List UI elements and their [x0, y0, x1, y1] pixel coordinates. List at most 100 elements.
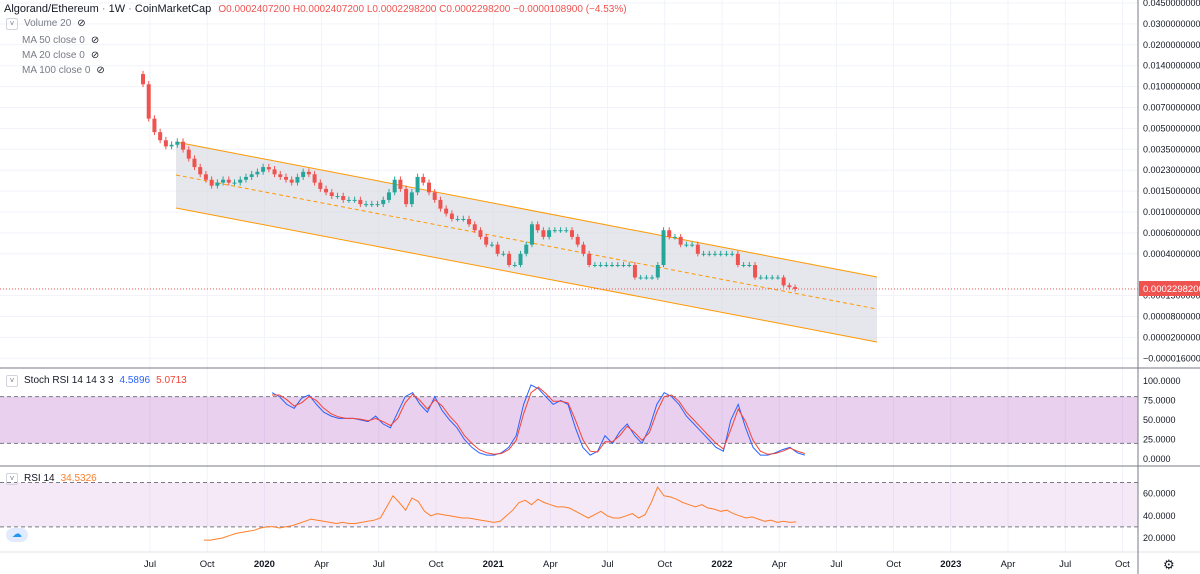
candle-body [598, 265, 603, 266]
candle-body [661, 230, 666, 265]
eye-off-icon[interactable]: ⊘ [77, 18, 86, 29]
candle-body [638, 277, 643, 279]
eye-off-icon[interactable]: ⊘ [96, 65, 105, 76]
chevron-down-icon[interactable]: ˅ [6, 375, 18, 387]
stoch-rsi-pane [0, 384, 1138, 456]
chevron-down-icon[interactable]: ˅ [6, 473, 18, 485]
stoch-y-tick: 100.0000 [1143, 376, 1181, 386]
y-tick-label: 0.0200000000 [1143, 40, 1200, 50]
candle-body [369, 204, 374, 206]
x-tick-label: 2022 [711, 559, 732, 570]
candle-body [163, 140, 168, 147]
candle-body [232, 182, 237, 184]
price-axis-ticks: 0.0450000000 0.0300000000 0.0200000000 0.01… [1143, 0, 1200, 363]
candle-body [301, 171, 306, 177]
candle-body [284, 176, 288, 180]
x-tick-label: Oct [200, 559, 215, 570]
x-tick-label: Oct [1115, 559, 1130, 570]
legend-ma20-label: MA 20 close 0 [22, 50, 85, 61]
tradingview-logo-icon[interactable]: ☁ [6, 528, 28, 542]
candle-body [615, 265, 620, 266]
source-label: CoinMarketCap [134, 3, 212, 15]
y-tick-label: 0.0000200000 [1143, 332, 1200, 342]
candle-body [564, 230, 569, 232]
candle-body [381, 199, 386, 205]
candle-body [198, 167, 203, 175]
symbol-header[interactable]: Algorand/Ethereum · 1W · CoinMarketCap O… [4, 3, 627, 15]
candle-body [272, 169, 277, 175]
candle-body [398, 179, 403, 189]
candle-body [587, 253, 592, 265]
candle-body [632, 265, 637, 278]
candle-body [547, 230, 552, 237]
y-tick-label: 0.0070000000 [1143, 103, 1200, 113]
candle-body [507, 253, 512, 265]
candle-body [558, 230, 563, 232]
candle-body [787, 285, 792, 288]
candle-body [392, 179, 397, 193]
legend-ma20[interactable]: MA 20 close 0 ⊘ [22, 48, 99, 64]
candle-body [672, 236, 677, 238]
candle-body [741, 265, 746, 266]
candle-body [415, 176, 420, 193]
candle-body [346, 199, 351, 201]
y-tick-label: 0.0004000000 [1143, 249, 1200, 259]
candle-body [364, 204, 369, 206]
legend-rsi[interactable]: ˅ RSI 14 34.5326 [6, 471, 97, 487]
candle-body [581, 244, 586, 254]
stoch-y-tick: 75.0000 [1143, 396, 1176, 406]
stoch-rsi-title: Stoch RSI 14 14 3 3 [24, 375, 114, 386]
legend-ma50[interactable]: MA 50 close 0 ⊘ [22, 33, 99, 49]
candle-body [650, 277, 655, 279]
y-tick-label: 0.0100000000 [1143, 82, 1200, 92]
candle-body [570, 230, 574, 237]
rsi-band [0, 482, 1138, 527]
candle-body [461, 219, 466, 220]
legend-volume[interactable]: ˅ Volume 20 ⊘ [6, 16, 86, 32]
candle-body [524, 244, 529, 254]
stoch-y-tick: 50.0000 [1143, 415, 1176, 425]
candle-body [432, 192, 437, 200]
candle-body [427, 182, 431, 193]
candle-body [575, 236, 580, 245]
x-tick-label: Oct [886, 559, 901, 570]
x-tick-label: Jul [1059, 559, 1071, 570]
legend-ma100[interactable]: MA 100 close 0 ⊘ [22, 63, 105, 79]
x-tick-label: Jul [830, 559, 842, 570]
candle-body [541, 230, 546, 237]
candle-body [209, 179, 214, 186]
candle-body [341, 196, 346, 200]
candle-body [775, 277, 780, 279]
gear-icon[interactable]: ⚙ [1163, 557, 1175, 572]
y-tick-label: 0.0006000000 [1143, 228, 1200, 238]
chevron-down-icon[interactable]: ˅ [6, 18, 18, 30]
candle-body [306, 171, 311, 175]
stoch-k-line [271, 384, 805, 456]
candle-body [192, 158, 197, 168]
eye-off-icon[interactable]: ⊘ [90, 50, 100, 61]
candle-body [667, 230, 672, 237]
eye-off-icon[interactable]: ⊘ [90, 35, 100, 46]
y-tick-label: 0.0023000000 [1143, 165, 1200, 175]
candle-body [146, 84, 151, 119]
stoch-y-tick: 0.0000 [1143, 454, 1171, 464]
candle-body [421, 176, 426, 183]
candle-body [255, 171, 260, 175]
candle-body [352, 199, 357, 201]
candle-body [484, 236, 489, 245]
candle-body [175, 141, 180, 145]
candle-body [449, 213, 454, 219]
candle-body [529, 224, 534, 245]
y-tick-label: 0.0050000000 [1143, 123, 1200, 133]
candle-body [152, 118, 157, 133]
candle-body [770, 277, 775, 279]
legend-ma50-label: MA 50 close 0 [22, 35, 85, 46]
last-price-badge [1139, 281, 1200, 296]
candle-body [141, 74, 145, 85]
rsi-title: RSI 14 [24, 473, 55, 484]
stoch-k-value: 4.5896 [119, 375, 151, 386]
legend-stoch-rsi[interactable]: ˅ Stoch RSI 14 14 3 3 4.5896 5.0713 [6, 373, 187, 389]
open-value: O0.0002407200 [218, 4, 291, 15]
